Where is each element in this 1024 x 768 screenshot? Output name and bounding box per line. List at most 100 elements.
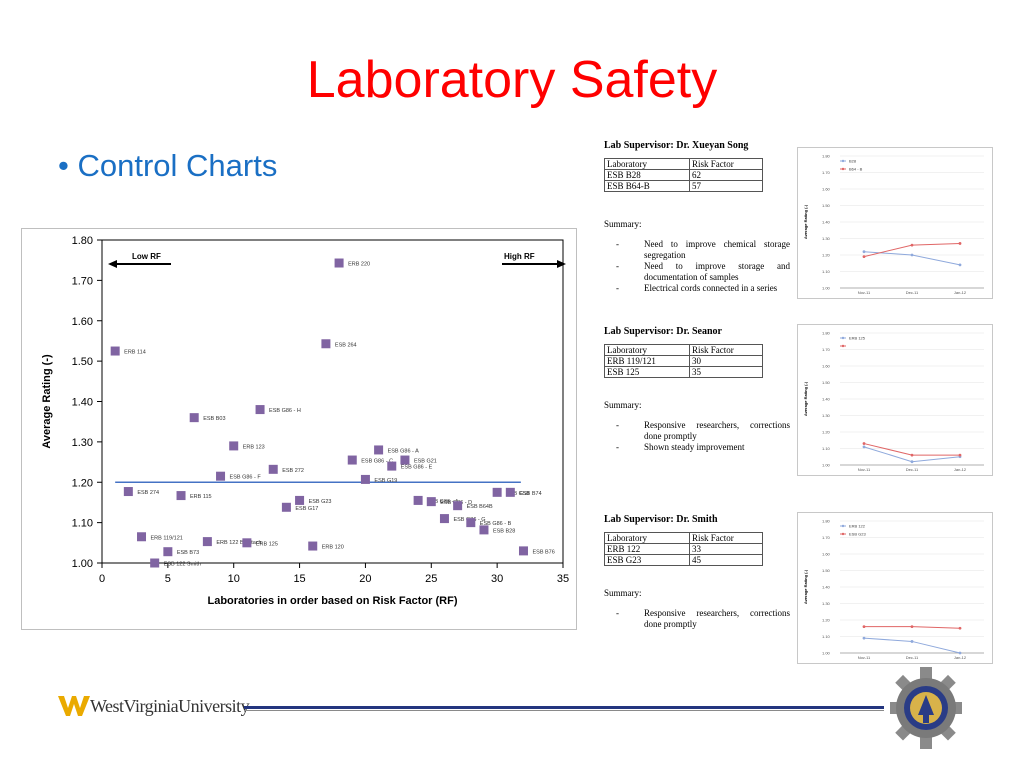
y-tick-label: 1.50: [72, 356, 93, 368]
series-point: [910, 460, 914, 464]
data-point: [347, 455, 357, 465]
plot-frame: [101, 239, 564, 564]
point-label: ESB B03: [203, 416, 225, 422]
point-label: ESB G86 - B: [480, 521, 512, 527]
point-label: ESB B73: [177, 550, 199, 556]
summary-text: Responsive researchers, corrections done…: [644, 608, 790, 629]
y-tick-label: 1.40: [822, 220, 831, 225]
slide-title: Laboratory Safety: [306, 51, 718, 109]
summary-text: Need to improve chemical storage segrega…: [644, 239, 790, 260]
series-point: [862, 442, 866, 445]
table-header-lab: Laboratory: [604, 158, 690, 170]
y-tick-label: 1.70: [72, 275, 93, 287]
risk-table: Laboratory Risk Factor ERB 119/121 30 ESB …: [604, 344, 763, 378]
summary-item: - Need to improve chemical storage segreg…: [616, 239, 790, 260]
point-label: ESB G21: [414, 459, 437, 465]
x-tick-label: Dec-11: [906, 290, 919, 295]
data-point: [426, 497, 436, 507]
summary-label: Summary:: [604, 400, 642, 410]
point-label: ESB G17: [295, 506, 318, 512]
summary-item: - Responsive researchers, corrections don…: [616, 608, 790, 629]
y-tick-label: 1.50: [822, 203, 831, 208]
y-tick-label: 1.30: [72, 437, 93, 449]
data-point: [334, 258, 344, 268]
mini-chart-svg: 1.00 1.10 1.20 1.30 1.40 1.50 1.60 1.70 1.80 Nov-…: [803, 154, 984, 295]
data-point: [518, 546, 528, 556]
y-tick-label: 1.40: [822, 585, 831, 590]
point-label: ESB B64B: [467, 504, 493, 510]
y-tick-label: 1.60: [72, 316, 93, 328]
low-rf-arrowhead: [108, 260, 117, 268]
x-tick-label: Dec-11: [906, 467, 919, 472]
bullet-text: Control Charts: [77, 148, 278, 183]
point-label: ERB 120: [322, 545, 344, 551]
point-label: ERB 220: [348, 262, 370, 268]
data-point: [110, 346, 120, 356]
point-label: ESB G86 - H: [269, 408, 301, 414]
x-tick-label: 5: [165, 573, 171, 585]
low-rf-label: Low RF: [132, 252, 161, 261]
data-point: [308, 541, 318, 551]
data-point: [163, 547, 173, 557]
table-cell: 33: [689, 543, 763, 555]
y-axis-label: Average Rating (-): [803, 569, 808, 604]
series-point: [958, 263, 962, 267]
point-label: ESB B74: [519, 491, 541, 497]
point-label: ERB 115: [190, 494, 212, 500]
point-label: ESB G19: [374, 478, 397, 484]
table-cell: ERB 119/121: [604, 355, 690, 367]
series-point: [862, 445, 866, 449]
point-label: ESB B28: [493, 528, 515, 534]
mini-chart-svg: 1.00 1.10 1.20 1.30 1.40 1.50 1.60 1.70 1.80 Nov-…: [803, 331, 984, 472]
point-label: ESB G86 - A: [388, 448, 420, 454]
summary-text: Electrical cords connected in a series: [644, 283, 778, 293]
main-scatter-chart: 1.00 1.10 1.20 1.30 1.40 1.50 1.60 1.70 1.80 0 5 10…: [21, 228, 577, 630]
data-point: [229, 441, 239, 451]
risk-table: Laboratory Risk Factor ESB B28 62 ESB B64-…: [604, 158, 763, 192]
y-tick-label: 1.70: [822, 170, 831, 175]
data-point: [413, 495, 423, 505]
table-cell: 35: [689, 366, 763, 378]
x-tick-label: 15: [293, 573, 305, 585]
x-axis-label: Laboratories in order based on Risk Fact…: [208, 595, 458, 607]
y-tick-label: 1.30: [822, 413, 831, 418]
table-header-lab: Laboratory: [604, 344, 690, 356]
y-tick-label: 1.20: [72, 477, 93, 489]
panel-seanor: Lab Supervisor: Dr. Seanor Laboratory Ris…: [604, 326, 790, 453]
summary-text: Shown steady improvement: [644, 442, 745, 452]
high-rf-arrowhead: [557, 260, 566, 268]
series-point: [910, 243, 914, 247]
series-point: [910, 625, 914, 628]
summary-item: - Need to improve storage and documentati…: [616, 261, 790, 282]
table-cell: 57: [689, 180, 763, 192]
point-label: ESB G86 - F: [230, 475, 262, 481]
table-header-lab: Laboratory: [604, 532, 690, 544]
legend-marker: [841, 159, 845, 163]
y-tick-label: 1.20: [822, 430, 831, 435]
data-point: [176, 491, 186, 501]
series-point: [862, 625, 866, 628]
x-tick-label: Jan-12: [954, 655, 967, 660]
series-point: [958, 651, 962, 655]
summary-text: Need to improve storage and documentatio…: [644, 261, 790, 282]
point-label: ESB G86 - J: [427, 499, 458, 505]
mini-chart-seanor: 1.00 1.10 1.20 1.30 1.40 1.50 1.60 1.70 1.80 Nov-…: [797, 324, 993, 476]
bullet-control-charts: • Control Charts: [58, 148, 278, 183]
y-tick-label: 1.50: [822, 568, 831, 573]
data-point: [268, 464, 278, 474]
data-point: [360, 474, 370, 484]
table-header-rf: Risk Factor: [689, 158, 763, 170]
legend-marker: [841, 532, 845, 536]
y-tick-label: 1.60: [822, 364, 831, 369]
y-tick-label: 1.80: [822, 154, 831, 159]
data-point: [466, 518, 476, 528]
summary-text: Responsive researchers, corrections done…: [644, 420, 790, 441]
legend-label: ESB G23: [849, 532, 866, 537]
data-point: [387, 461, 397, 471]
x-tick-label: 0: [99, 573, 105, 585]
legend-label: B28: [849, 159, 857, 164]
y-tick-label: 1.60: [822, 187, 831, 192]
summary-list: - Responsive researchers, corrections don…: [604, 608, 790, 630]
data-point: [439, 514, 449, 524]
data-point: [281, 502, 291, 512]
